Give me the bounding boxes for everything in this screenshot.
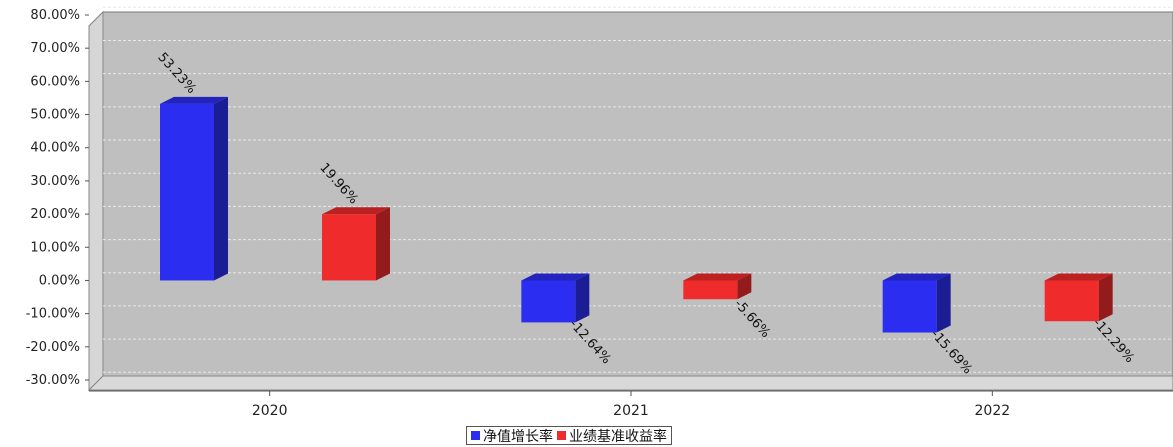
legend-item-nav-growth: 净值增长率 [471, 426, 553, 446]
x-tick-label: 2020 [252, 403, 288, 419]
bar-side [214, 96, 228, 281]
bar-top [683, 273, 752, 281]
legend-swatch-red [557, 431, 566, 440]
bar [322, 214, 376, 281]
bar-top [882, 273, 951, 281]
bar [882, 280, 937, 333]
legend-label-nav-growth: 净值增长率 [483, 428, 553, 445]
x-tick-label: 2022 [975, 403, 1011, 419]
bar-top [521, 273, 590, 281]
legend-label-benchmark-return: 业绩基准收益率 [569, 428, 667, 445]
bar-top [160, 96, 228, 104]
legend-swatch-blue [471, 431, 480, 440]
bar-side [376, 207, 390, 281]
plot-back-wall [88, 11, 1173, 377]
bar-top [1044, 273, 1113, 281]
bar [160, 103, 214, 281]
legend: 净值增长率 业绩基准收益率 [466, 426, 672, 445]
bar-side [737, 273, 752, 300]
y-tick-label: 60.00% [30, 74, 80, 89]
y-tick-label: 40.00% [30, 141, 80, 156]
y-tick-label: 80.00% [30, 8, 80, 23]
y-tick-label: 20.00% [30, 207, 80, 222]
x-tick-label: 2021 [613, 403, 649, 419]
bar [521, 280, 576, 323]
y-tick-label: 0.00% [39, 273, 80, 288]
plot-left-wall [88, 10, 104, 392]
y-tick-label: 10.00% [30, 240, 80, 255]
bar [1044, 280, 1099, 322]
legend-item-benchmark-return: 业绩基准收益率 [557, 426, 667, 446]
plot-floor [87, 375, 1173, 391]
bar-side [575, 273, 590, 323]
y-tick-label: 50.00% [30, 108, 80, 123]
y-tick-label: 70.00% [30, 41, 80, 56]
y-tick-label: 30.00% [30, 174, 80, 189]
y-tick-label: -20.00% [26, 340, 80, 355]
bar-side [936, 273, 951, 333]
y-tick-label: -30.00% [26, 373, 80, 388]
y-tick-label: -10.00% [26, 307, 80, 322]
bar [683, 280, 738, 300]
bar-side [1098, 273, 1113, 322]
bar-top [322, 207, 390, 215]
